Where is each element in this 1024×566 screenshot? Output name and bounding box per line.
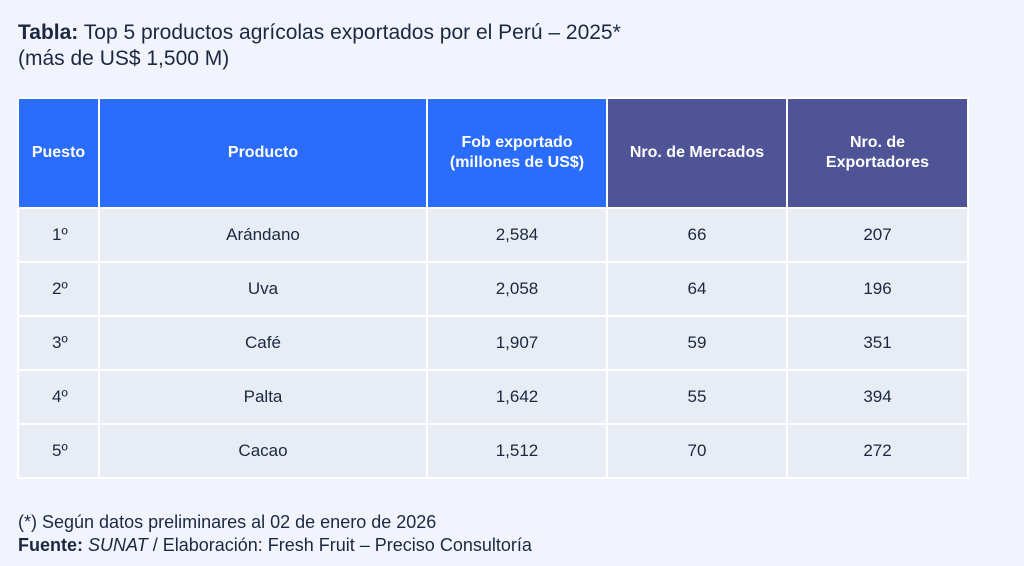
- cell-exportadores: 351: [786, 315, 969, 371]
- cell-mercados: 66: [606, 207, 788, 263]
- cell-mercados: 64: [606, 261, 788, 317]
- header-row: Puesto Producto Fob exportado (millones …: [17, 97, 969, 209]
- table-row: 4º Palta 1,642 55 394: [17, 369, 969, 425]
- table-title: Tabla: Top 5 productos agrícolas exporta…: [18, 20, 998, 46]
- cell-producto: Uva: [98, 261, 428, 317]
- cell-producto: Palta: [98, 369, 428, 425]
- cell-fob: 1,512: [426, 423, 608, 479]
- cell-mercados: 55: [606, 369, 788, 425]
- cell-exportadores: 394: [786, 369, 969, 425]
- cell-fob: 1,907: [426, 315, 608, 371]
- title-block: Tabla: Top 5 productos agrícolas exporta…: [18, 20, 998, 72]
- cell-exportadores: 196: [786, 261, 969, 317]
- cell-fob: 2,584: [426, 207, 608, 263]
- title-prefix: Tabla:: [18, 21, 79, 44]
- cell-fob: 1,642: [426, 369, 608, 425]
- cell-producto: Arándano: [98, 207, 428, 263]
- header-producto: Producto: [98, 97, 428, 209]
- header-exportadores: Nro. de Exportadores: [786, 97, 969, 209]
- source-separator: /: [147, 535, 163, 555]
- header-mercados: Nro. de Mercados: [606, 97, 788, 209]
- cell-fob: 2,058: [426, 261, 608, 317]
- table-subtitle: (más de US$ 1,500 M): [18, 47, 230, 70]
- header-puesto: Puesto: [17, 97, 100, 209]
- title-text: Top 5 productos agrícolas exportados por…: [83, 21, 621, 44]
- header-fob: Fob exportado (millones de US$): [426, 97, 608, 209]
- table-row: 5º Cacao 1,512 70 272: [17, 423, 969, 479]
- cell-mercados: 59: [606, 315, 788, 371]
- footnote: (*) Según datos preliminares al 02 de en…: [18, 512, 437, 532]
- source-label: Fuente:: [18, 535, 83, 555]
- exports-table: Puesto Producto Fob exportado (millones …: [17, 97, 969, 479]
- source-name: SUNAT: [88, 535, 148, 555]
- cell-puesto: 3º: [17, 315, 100, 371]
- cell-puesto: 5º: [17, 423, 100, 479]
- table-row: 3º Café 1,907 59 351: [17, 315, 969, 371]
- cell-mercados: 70: [606, 423, 788, 479]
- cell-producto: Café: [98, 315, 428, 371]
- cell-puesto: 4º: [17, 369, 100, 425]
- cell-puesto: 1º: [17, 207, 100, 263]
- table-row: 1º Arándano 2,584 66 207: [17, 207, 969, 263]
- source-line: Fuente: SUNAT / Elaboración: Fresh Fruit…: [18, 534, 532, 556]
- cell-producto: Cacao: [98, 423, 428, 479]
- table-row: 2º Uva 2,058 64 196: [17, 261, 969, 317]
- cell-exportadores: 272: [786, 423, 969, 479]
- elaboration-text: Elaboración: Fresh Fruit – Preciso Consu…: [162, 535, 532, 555]
- cell-exportadores: 207: [786, 207, 969, 263]
- cell-puesto: 2º: [17, 261, 100, 317]
